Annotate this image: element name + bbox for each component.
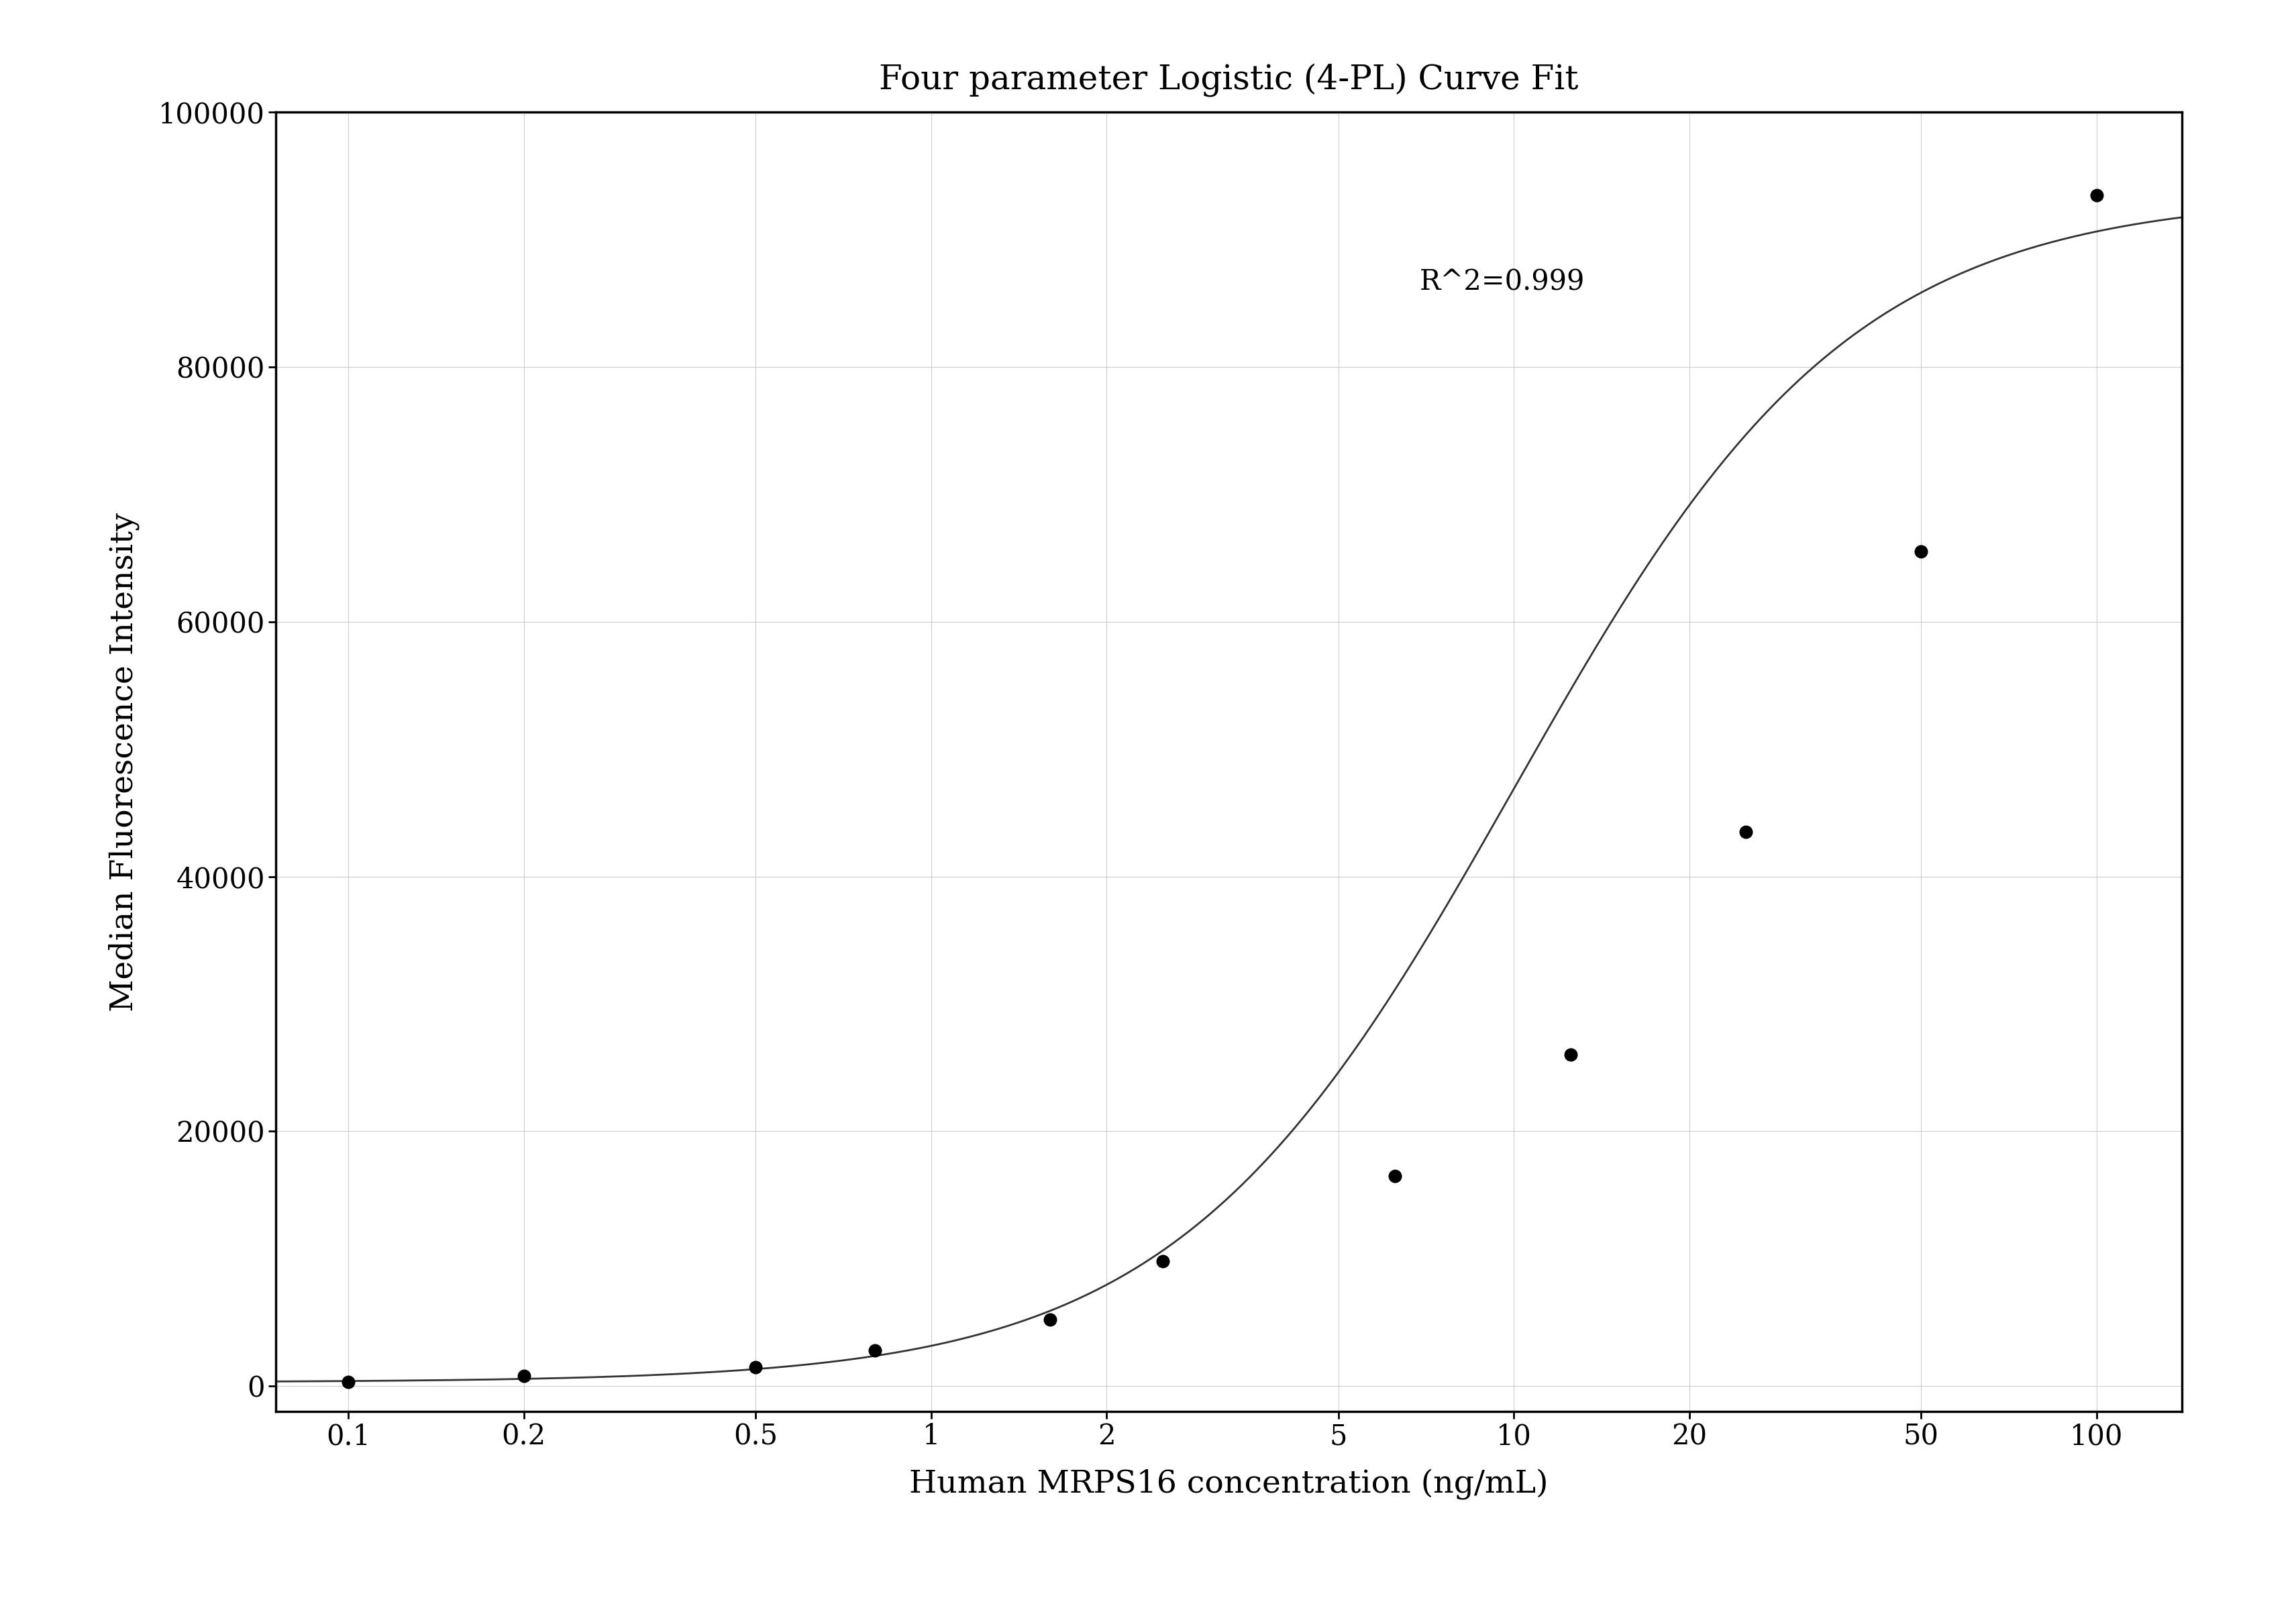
Point: [1552, 1043, 1589, 1068]
Point: [1031, 1307, 1068, 1333]
Point: [331, 1370, 367, 1395]
Text: R^2=0.999: R^2=0.999: [1419, 268, 1584, 297]
Point: [856, 1338, 893, 1363]
Point: [2078, 183, 2115, 209]
Point: [1903, 539, 1940, 565]
Title: Four parameter Logistic (4-PL) Curve Fit: Four parameter Logistic (4-PL) Curve Fit: [879, 63, 1577, 96]
Point: [737, 1354, 774, 1379]
X-axis label: Human MRPS16 concentration (ng/mL): Human MRPS16 concentration (ng/mL): [909, 1469, 1548, 1500]
Y-axis label: Median Fluorescence Intensity: Median Fluorescence Intensity: [108, 512, 140, 1012]
Point: [1375, 1163, 1412, 1189]
Point: [1727, 820, 1763, 845]
Point: [505, 1363, 542, 1389]
Point: [1143, 1248, 1180, 1274]
